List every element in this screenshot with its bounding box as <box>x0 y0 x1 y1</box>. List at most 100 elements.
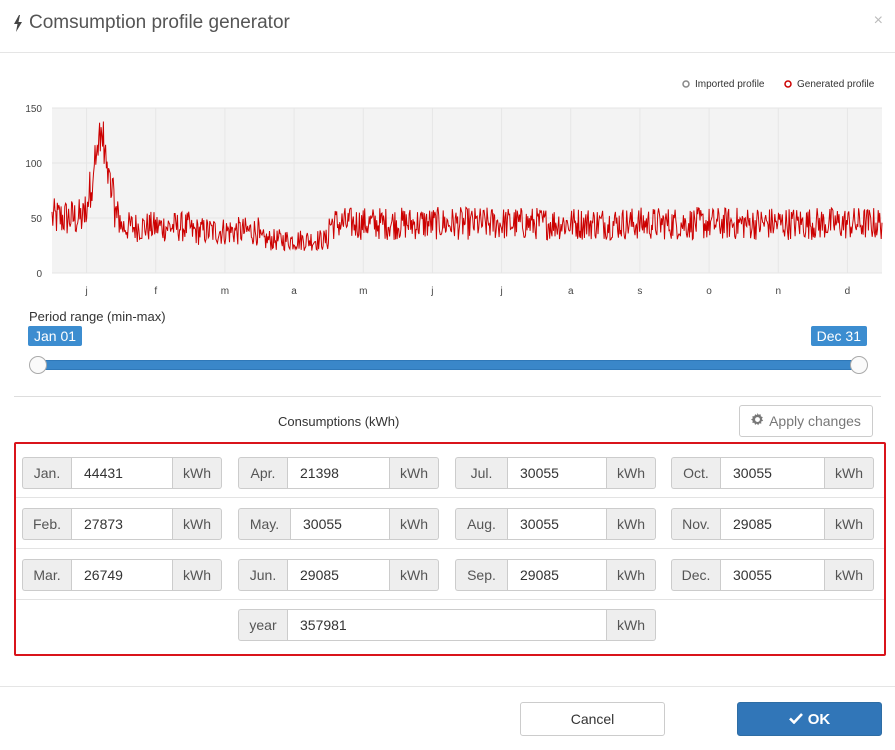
month-unit: kWh <box>173 559 222 591</box>
month-value-input[interactable]: 29085 <box>720 508 825 540</box>
month-unit: kWh <box>607 457 656 489</box>
year-unit: kWh <box>607 609 656 641</box>
row-divider <box>16 497 884 498</box>
series-generated-profile <box>51 121 883 252</box>
month-label: Feb. <box>22 508 71 540</box>
x-tick-label: o <box>706 286 712 297</box>
period-range-label: Period range (min-max) <box>29 309 166 324</box>
month-value-input[interactable]: 29085 <box>507 559 607 591</box>
month-unit: kWh <box>825 559 874 591</box>
plot-area <box>52 108 882 273</box>
month-input-group: Jun. 29085 kWh <box>238 559 439 591</box>
month-value-input[interactable]: 21398 <box>287 457 390 489</box>
close-icon[interactable]: × <box>873 12 883 29</box>
legend-label: Generated profile <box>797 79 875 90</box>
bolt-icon <box>13 14 23 32</box>
month-unit: kWh <box>390 559 439 591</box>
month-label: Nov. <box>671 508 720 540</box>
x-tick-label: f <box>154 286 157 297</box>
month-unit: kWh <box>825 508 874 540</box>
gear-icon <box>751 413 764 429</box>
x-tick-label: m <box>221 286 229 297</box>
month-unit: kWh <box>173 457 222 489</box>
dialog-header: Comsumption profile generator × <box>0 0 895 53</box>
x-tick-label: j <box>499 286 502 297</box>
month-input-group: Mar. 26749 kWh <box>22 559 222 591</box>
month-unit: kWh <box>390 457 439 489</box>
month-label: Dec. <box>671 559 720 591</box>
row-divider <box>16 548 884 549</box>
month-value-input[interactable]: 30055 <box>720 457 825 489</box>
y-tick-label: 0 <box>36 269 42 280</box>
month-input-group: Sep. 29085 kWh <box>455 559 656 591</box>
month-value-input[interactable]: 30055 <box>507 457 607 489</box>
month-value-input[interactable]: 27873 <box>71 508 173 540</box>
month-value-input[interactable]: 30055 <box>720 559 825 591</box>
month-value-input[interactable]: 29085 <box>287 559 390 591</box>
period-slider-track[interactable] <box>37 360 859 370</box>
period-min-handle[interactable] <box>29 356 47 374</box>
period-max-handle[interactable] <box>850 356 868 374</box>
x-tick-label: a <box>568 286 574 297</box>
x-tick-label: n <box>775 286 781 297</box>
legend-marker <box>682 80 690 88</box>
month-label: Aug. <box>455 508 507 540</box>
month-input-group: Jan. 44431 kWh <box>22 457 222 489</box>
x-tick-label: a <box>291 286 297 297</box>
consumptions-title: Consumptions (kWh) <box>278 414 400 429</box>
consumption-chart: 150 100 50 0 j f m a m j j a s o n d Imported profile Gen… <box>0 70 895 305</box>
cancel-button[interactable]: Cancel <box>520 702 665 736</box>
x-tick-label: j <box>430 286 433 297</box>
month-label: Oct. <box>671 457 720 489</box>
month-input-group: Nov. 29085 kWh <box>671 508 874 540</box>
ok-button[interactable]: OK <box>737 702 882 736</box>
month-unit: kWh <box>173 508 222 540</box>
x-tick-label: j <box>84 286 87 297</box>
apply-changes-button[interactable]: Apply changes <box>739 405 873 437</box>
y-tick-label: 50 <box>31 214 43 225</box>
month-label: Apr. <box>238 457 287 489</box>
chart-svg: 150 100 50 0 j f m a m j j a s o n d Imported profile Gen… <box>25 79 883 297</box>
month-value-input[interactable]: 30055 <box>507 508 607 540</box>
year-label: year <box>238 609 287 641</box>
month-input-group: Jul. 30055 kWh <box>455 457 656 489</box>
month-label: Mar. <box>22 559 71 591</box>
dialog-title: Comsumption profile generator <box>13 12 290 34</box>
month-input-group: Dec. 30055 kWh <box>671 559 874 591</box>
legend-label: Imported profile <box>695 79 765 90</box>
month-unit: kWh <box>607 508 656 540</box>
consumptions-grid <box>14 442 886 656</box>
month-label: May. <box>238 508 290 540</box>
row-divider <box>16 599 884 600</box>
x-tick-label: s <box>637 286 642 297</box>
month-value-input[interactable]: 26749 <box>71 559 173 591</box>
month-label: Jun. <box>238 559 287 591</box>
month-label: Sep. <box>455 559 507 591</box>
footer-divider <box>0 686 895 687</box>
month-input-group: Aug. 30055 kWh <box>455 508 656 540</box>
year-value-input[interactable]: 357981 <box>287 609 607 641</box>
legend-marker <box>784 80 792 88</box>
dialog-title-text: Comsumption profile generator <box>29 12 290 33</box>
month-unit: kWh <box>607 559 656 591</box>
month-input-group: Apr. 21398 kWh <box>238 457 439 489</box>
period-max-badge: Dec 31 <box>810 326 867 346</box>
month-unit: kWh <box>390 508 439 540</box>
x-tick-label: m <box>359 286 367 297</box>
month-value-input[interactable]: 44431 <box>71 457 173 489</box>
month-label: Jul. <box>455 457 507 489</box>
year-input-group: year 357981 kWh <box>238 609 656 641</box>
period-min-badge: Jan 01 <box>28 326 83 346</box>
month-label: Jan. <box>22 457 71 489</box>
month-input-group: Oct. 30055 kWh <box>671 457 874 489</box>
month-value-input[interactable]: 30055 <box>290 508 390 540</box>
ok-label: OK <box>807 710 831 728</box>
x-tick-label: d <box>845 286 851 297</box>
y-tick-label: 150 <box>25 104 42 115</box>
month-input-group: Feb. 27873 kWh <box>22 508 222 540</box>
section-divider <box>14 396 881 397</box>
month-unit: kWh <box>825 457 874 489</box>
month-input-group: May. 30055 kWh <box>238 508 439 540</box>
y-tick-label: 100 <box>25 159 42 170</box>
apply-changes-label: Apply changes <box>769 413 861 429</box>
